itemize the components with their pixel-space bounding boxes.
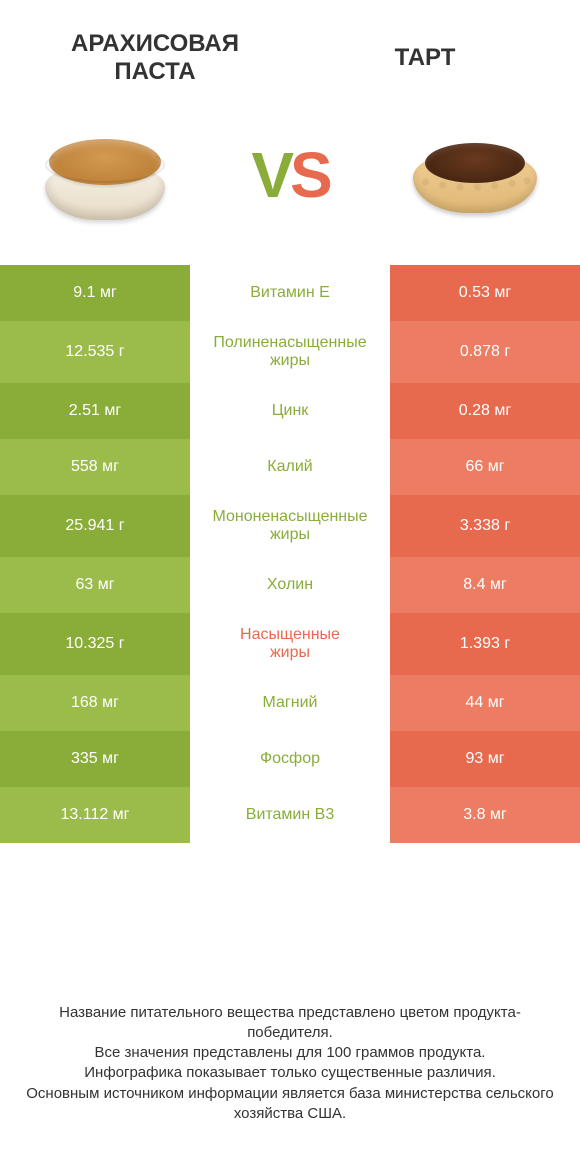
- left-value: 63 мг: [0, 557, 190, 613]
- left-value: 9.1 мг: [0, 265, 190, 321]
- left-value: 25.941 г: [0, 495, 190, 557]
- left-title: АРАХИСОВАЯПАСТА: [20, 30, 290, 85]
- table-row: 63 мгХолин8.4 мг: [0, 557, 580, 613]
- right-value: 1.393 г: [390, 613, 580, 675]
- table-row: 10.325 гНасыщенныежиры1.393 г: [0, 613, 580, 675]
- nutrient-label: Мононенасыщенныежиры: [190, 495, 390, 557]
- peanut-butter-icon: [35, 125, 175, 225]
- right-value: 44 мг: [390, 675, 580, 731]
- nutrient-label: Витамин E: [190, 265, 390, 321]
- right-value: 0.28 мг: [390, 383, 580, 439]
- left-value: 10.325 г: [0, 613, 190, 675]
- footer-line-2: Все значения представлены для 100 граммо…: [20, 1043, 560, 1063]
- nutrient-label: Калий: [190, 439, 390, 495]
- left-value: 168 мг: [0, 675, 190, 731]
- footer-line-3: Инфографика показывает только существенн…: [20, 1063, 560, 1083]
- right-value: 0.878 г: [390, 321, 580, 383]
- table-row: 168 мгМагний44 мг: [0, 675, 580, 731]
- right-value: 0.53 мг: [390, 265, 580, 321]
- right-value: 93 мг: [390, 731, 580, 787]
- nutrient-label: Холин: [190, 557, 390, 613]
- tart-icon: [405, 125, 545, 225]
- right-value: 66 мг: [390, 439, 580, 495]
- header-left: АРАХИСОВАЯПАСТА: [20, 30, 290, 85]
- table-row: 12.535 гПолиненасыщенныежиры0.878 г: [0, 321, 580, 383]
- table-row: 25.941 гМононенасыщенныежиры3.338 г: [0, 495, 580, 557]
- left-value: 2.51 мг: [0, 383, 190, 439]
- right-value: 3.338 г: [390, 495, 580, 557]
- nutrient-label: Магний: [190, 675, 390, 731]
- table-row: 13.112 мгВитамин B33.8 мг: [0, 787, 580, 843]
- left-value: 13.112 мг: [0, 787, 190, 843]
- right-value: 8.4 мг: [390, 557, 580, 613]
- nutrient-label: Фосфор: [190, 731, 390, 787]
- right-value: 3.8 мг: [390, 787, 580, 843]
- nutrient-label: Цинк: [190, 383, 390, 439]
- vs-label: VS: [251, 138, 328, 212]
- header-right: ТАРТ: [290, 30, 560, 85]
- table-row: 558 мгКалий66 мг: [0, 439, 580, 495]
- left-value: 558 мг: [0, 439, 190, 495]
- nutrient-label: Полиненасыщенныежиры: [190, 321, 390, 383]
- footer-notes: Название питательного вещества представл…: [0, 1003, 580, 1125]
- vs-v: V: [251, 139, 290, 211]
- right-title: ТАРТ: [395, 44, 456, 72]
- table-row: 335 мгФосфор93 мг: [0, 731, 580, 787]
- footer-line-1: Название питательного вещества представл…: [20, 1003, 560, 1044]
- footer-line-4: Основным источником информации является …: [20, 1084, 560, 1125]
- comparison-table: 9.1 мгВитамин E0.53 мг12.535 гПолиненасы…: [0, 265, 580, 843]
- right-image: [400, 115, 550, 235]
- vs-s: S: [290, 139, 329, 211]
- image-row: VS: [0, 95, 580, 265]
- left-value: 12.535 г: [0, 321, 190, 383]
- table-row: 9.1 мгВитамин E0.53 мг: [0, 265, 580, 321]
- left-image: [30, 115, 180, 235]
- table-row: 2.51 мгЦинк0.28 мг: [0, 383, 580, 439]
- nutrient-label: Насыщенныежиры: [190, 613, 390, 675]
- left-value: 335 мг: [0, 731, 190, 787]
- header: АРАХИСОВАЯПАСТА ТАРТ: [0, 0, 580, 95]
- nutrient-label: Витамин B3: [190, 787, 390, 843]
